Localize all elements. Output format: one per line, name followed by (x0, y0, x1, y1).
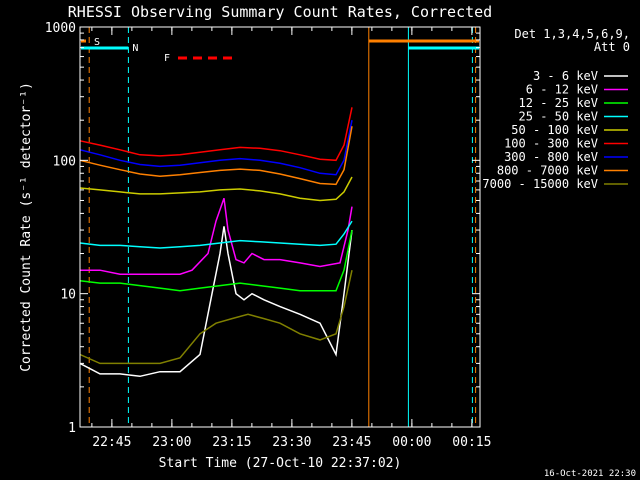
y-axis: 1 10 100 1000 (45, 21, 480, 436)
y-tick-label: 1000 (45, 21, 76, 36)
series-line (79, 226, 353, 378)
series-line (80, 197, 353, 275)
legend-label: 300 - 800 keV (504, 150, 598, 164)
y-axis-label: Corrected Count Rate (s⁻¹ detector⁻¹) (19, 82, 34, 372)
legend-header-line2: Att 0 (594, 40, 630, 54)
y-tick-label: 10 (60, 288, 76, 303)
x-tick-label: 22:45 (92, 435, 131, 450)
series-line (79, 120, 353, 176)
y-tick-label: 1 (68, 421, 76, 436)
chart-title: RHESSI Observing Summary Count Rates, Co… (68, 3, 492, 21)
y-tick-label: 100 (53, 154, 76, 169)
series-lines (79, 107, 353, 378)
night-bar-label: N (132, 43, 138, 54)
x-tick-label: 23:15 (212, 435, 251, 450)
series-line (79, 176, 353, 202)
x-tick-label: 23:45 (332, 435, 371, 450)
series-line (79, 229, 353, 292)
series-line (79, 107, 353, 162)
flare-bar-label: F (164, 53, 170, 64)
legend-label: 6 - 12 keV (526, 83, 598, 97)
series-line (79, 270, 353, 365)
legend-label: 12 - 25 keV (519, 96, 598, 110)
legend-label: 25 - 50 keV (519, 110, 598, 124)
saa-bar-label: S (94, 37, 100, 48)
x-tick-label: 00:00 (392, 435, 431, 450)
footer-date: 16-Oct-2021 22:30 (544, 469, 636, 479)
x-tick-label: 00:15 (452, 435, 491, 450)
flag-bars: S N F (81, 37, 479, 64)
x-axis: 22:45 23:00 23:15 23:30 23:45 00:00 00:15 (91, 27, 491, 450)
series-line (79, 126, 353, 186)
plot-frame (79, 26, 481, 428)
x-tick-label: 23:30 (272, 435, 311, 450)
x-axis-label: Start Time (27-Oct-10 22:37:02) (159, 456, 402, 471)
x-tick-label: 23:00 (152, 435, 191, 450)
flag-lines (88, 27, 477, 427)
series-line (79, 220, 353, 249)
legend-header-line1: Det 1,3,4,5,6,9, (514, 27, 630, 41)
legend-label: 50 - 100 keV (511, 123, 598, 137)
legend-label: 7000 - 15000 keV (482, 177, 598, 191)
legend-label: 800 - 7000 keV (497, 164, 598, 178)
legend-label: 100 - 300 keV (504, 137, 598, 151)
legend-label: 3 - 6 keV (533, 69, 598, 83)
